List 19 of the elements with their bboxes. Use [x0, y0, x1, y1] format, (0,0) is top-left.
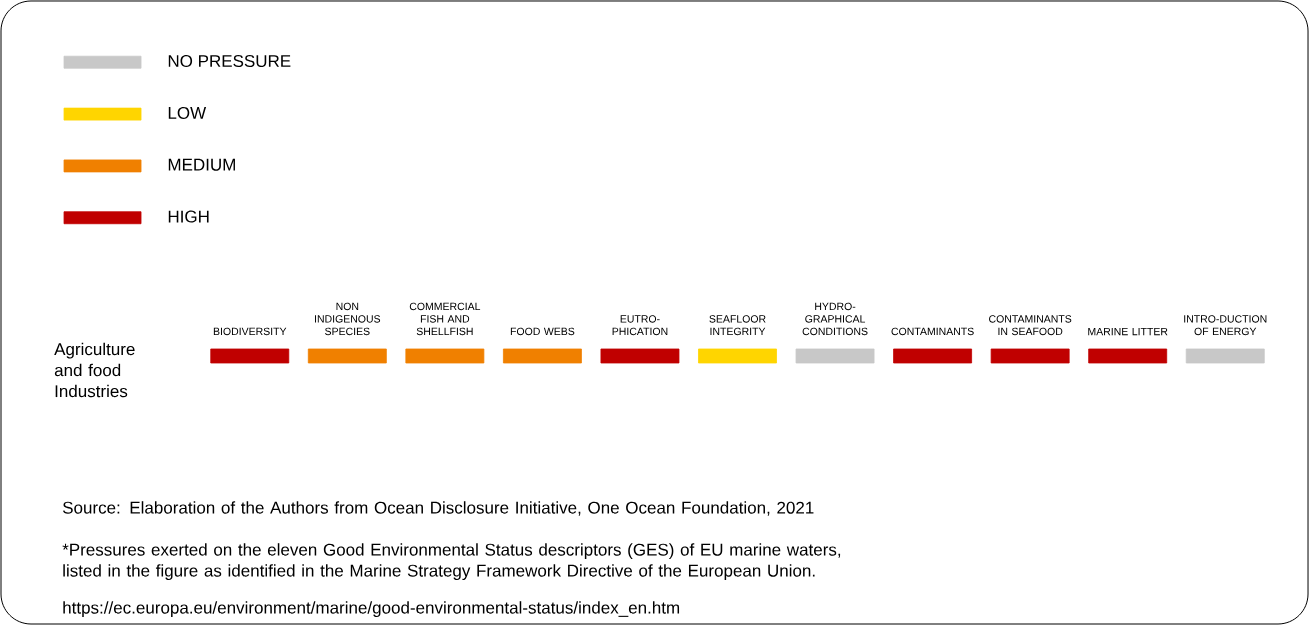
x-tick-label: FOOD WEBS	[510, 327, 575, 336]
x-tick-label: NON INDIGENOUS SPECIES	[315, 302, 381, 336]
x-tick-label: SEAFLOOR INTEGRITY	[709, 315, 766, 336]
legend-label: LOW	[168, 106, 207, 119]
source-note: Source: Elaboration of the Authors from Ocean Disclosure Initiative, One Ocean Foundation, 2021	[62, 501, 814, 516]
text: https://ec.europa.eu/environment/marine/good-environmental-status/index_en.htm	[63, 601, 680, 618]
x-tick-label: COMMERCIAL FISH AND SHELLFISH	[409, 302, 481, 336]
x-tick-label: CONTAMINANTS	[891, 327, 974, 336]
x-tick-label: INTRO-DUCTION OF ENERGY	[1184, 315, 1267, 336]
legend-label: HIGH	[168, 210, 209, 223]
x-tick-label: MARINE LITTER	[1088, 327, 1168, 336]
x-tick-label: HYDRO-GRAPHICAL CONDITIONS	[802, 302, 868, 336]
x-tick-label: EUTRO-PHICATION	[612, 315, 668, 336]
x-tick-label: BIODIVERSITY	[213, 327, 287, 336]
legend-label: NO PRESSURE	[168, 54, 291, 68]
y-axis-title: Agriculture and food Industries	[54, 342, 135, 398]
x-tick-label: CONTAMINANTS IN SEAFOOD	[989, 315, 1072, 336]
text: *Pressures exerted on the eleven Good Environmental Status descriptors (GES) of EU marine waters, listed in the figure as identified in the Marine Strategy Framework Directive of the European Union.	[62, 543, 841, 581]
legend-label: MEDIUM	[168, 158, 235, 171]
